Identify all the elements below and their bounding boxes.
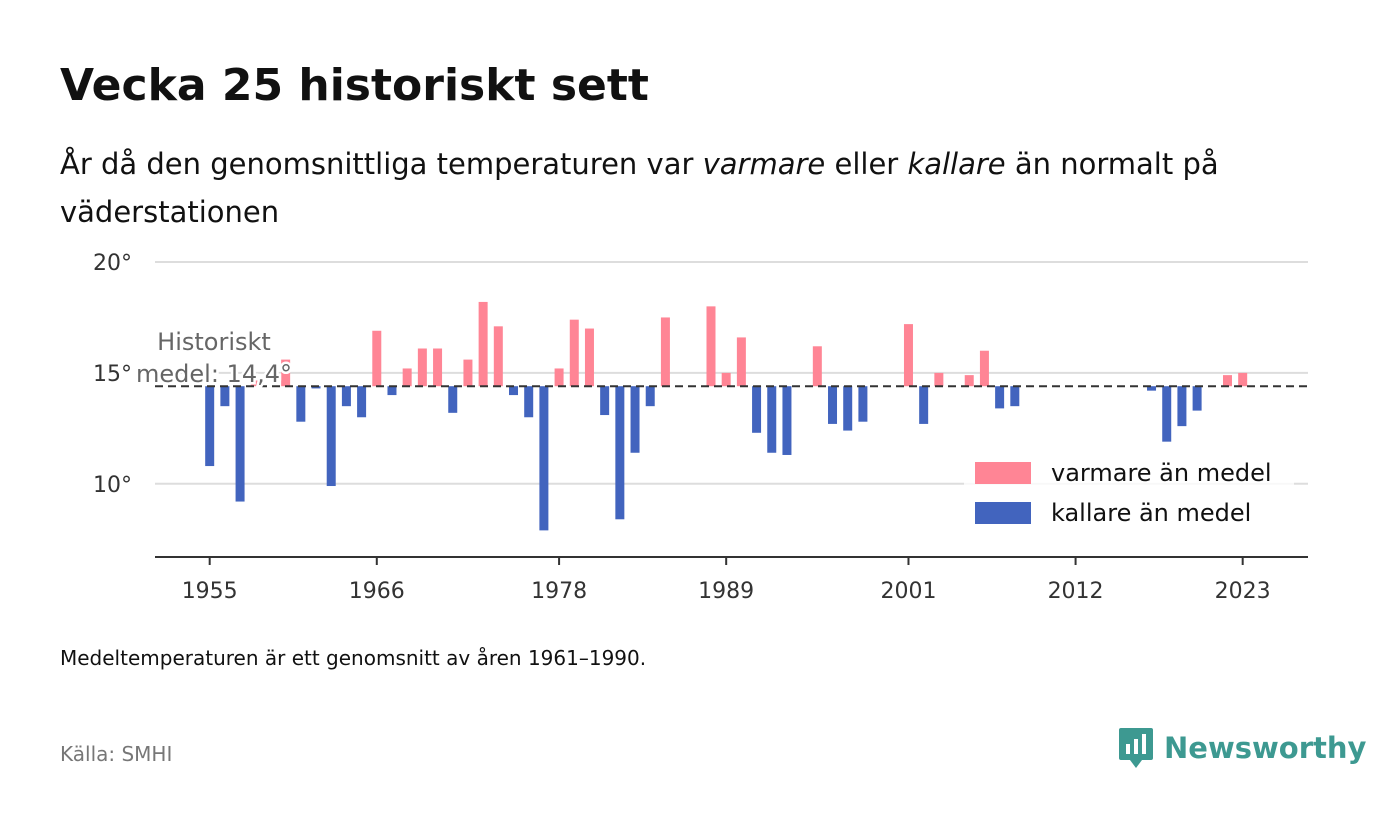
bar-2019 xyxy=(1177,386,1187,427)
bar-1964 xyxy=(341,386,351,407)
y-tick-label-10: 10° xyxy=(93,473,132,498)
bar-1983 xyxy=(630,386,640,453)
chart-title: Vecka 25 historiskt sett xyxy=(60,60,649,111)
y-tick-label-15: 15° xyxy=(93,362,132,387)
source-label: Källa: SMHI xyxy=(60,742,173,766)
bar-1995 xyxy=(812,346,822,387)
bar-1980 xyxy=(584,328,594,387)
bar-2008 xyxy=(1010,386,1020,407)
bar-1996 xyxy=(828,386,838,424)
x-tick-label-1955: 1955 xyxy=(182,579,238,604)
bar-1961 xyxy=(296,386,306,422)
bar-1965 xyxy=(357,386,367,418)
bar-1966 xyxy=(372,330,382,387)
bar-2006 xyxy=(979,350,989,387)
bar-1991 xyxy=(752,386,762,433)
bar-1993 xyxy=(782,386,792,455)
y-tick-label-20: 20° xyxy=(93,251,132,276)
bar-1968 xyxy=(402,368,412,387)
x-tick-label-2012: 2012 xyxy=(1048,579,1104,604)
bar-1969 xyxy=(417,348,427,387)
bar-2020 xyxy=(1192,386,1202,411)
x-tick-label-1978: 1978 xyxy=(531,579,587,604)
legend-swatch-warm xyxy=(975,462,1031,484)
bar-1957 xyxy=(235,386,245,502)
bar-1976 xyxy=(524,386,534,418)
bar-1977 xyxy=(539,386,549,531)
x-tick-label-2023: 2023 xyxy=(1215,579,1271,604)
bar-1988 xyxy=(706,306,716,387)
bars xyxy=(205,301,1248,531)
bar-2005 xyxy=(964,375,974,387)
bar-1974 xyxy=(493,326,503,387)
bar-1962 xyxy=(311,386,321,389)
bar-1979 xyxy=(569,319,579,387)
baseline-label-line-2: medel: 14,4° xyxy=(136,360,292,388)
bar-1960 xyxy=(281,359,291,387)
bar-1973 xyxy=(478,301,488,387)
subtitle-warm-word: varmare xyxy=(702,147,826,181)
bar-1989 xyxy=(721,372,731,387)
baseline-label-line-1: Historiskt xyxy=(157,328,271,356)
bar-1997 xyxy=(843,386,853,431)
bar-1992 xyxy=(767,386,777,453)
bar-2023 xyxy=(1238,372,1248,387)
footnote: Medeltemperaturen är ett genomsnitt av å… xyxy=(60,646,647,670)
bar-2001 xyxy=(903,324,913,387)
logo-text: Newsworthy xyxy=(1164,731,1367,765)
legend-label-cold: kallare än medel xyxy=(1051,499,1251,527)
bar-1984 xyxy=(645,386,655,407)
bar-1985 xyxy=(660,317,670,387)
bar-1958 xyxy=(250,377,260,387)
newsworthy-logo: Newsworthy xyxy=(1118,726,1366,770)
bar-1955 xyxy=(205,386,215,467)
bar-1975 xyxy=(509,386,519,396)
chart-subtitle: År då den genomsnittliga temperaturen va… xyxy=(60,140,1300,236)
legend-swatch-cold xyxy=(975,502,1031,524)
x-tick-label-1989: 1989 xyxy=(698,579,754,604)
bar-1998 xyxy=(858,386,868,422)
baseline-annotation: Historiskt medel: 14,4° xyxy=(134,326,1308,391)
bar-1970 xyxy=(433,348,443,387)
subtitle-text-1: År då den genomsnittliga temperaturen va… xyxy=(60,147,703,181)
subtitle-cold-word: kallare xyxy=(907,147,1006,181)
bar-1978 xyxy=(554,368,564,387)
bar-1990 xyxy=(736,337,746,387)
legend-label-warm: varmare än medel xyxy=(1051,459,1272,487)
bar-2022 xyxy=(1222,375,1232,387)
bar-1982 xyxy=(615,386,625,520)
bar-2017 xyxy=(1147,386,1157,391)
x-tick-label-2001: 2001 xyxy=(880,579,936,604)
newsworthy-logo-icon xyxy=(1119,728,1153,768)
bar-2007 xyxy=(995,386,1005,409)
bar-1971 xyxy=(448,386,458,413)
legend: varmare än medel kallare än medel xyxy=(964,452,1294,536)
bar-2002 xyxy=(919,386,929,424)
subtitle-text-3: än normalt på väderstationen xyxy=(60,147,1219,229)
subtitle-text-2: eller xyxy=(825,147,908,181)
bar-1981 xyxy=(600,386,610,416)
bar-1956 xyxy=(220,386,230,407)
x-tick-label-1966: 1966 xyxy=(349,579,405,604)
bar-2003 xyxy=(934,372,944,387)
bar-1967 xyxy=(387,386,397,396)
bar-1963 xyxy=(326,386,336,487)
axes: 10° 15° 20° 1955 1966 1978 1989 2001 2012 2023 xyxy=(93,251,1308,604)
bar-1972 xyxy=(463,359,473,387)
bar-2018 xyxy=(1162,386,1172,442)
